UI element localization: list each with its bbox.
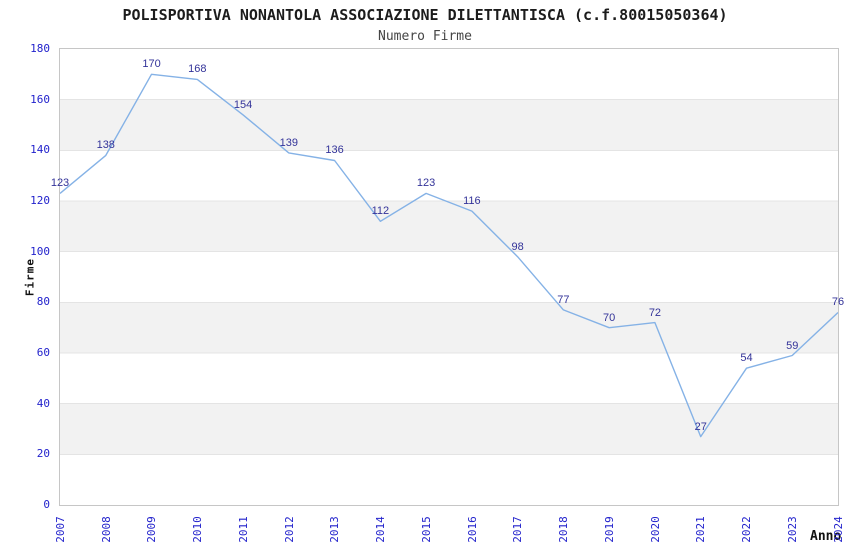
plot-band — [60, 99, 838, 151]
y-tick-label: 80 — [36, 295, 50, 309]
x-tick: 2018 — [543, 507, 583, 550]
data-point-label: 98 — [511, 240, 524, 253]
x-tick: 2007 — [40, 507, 80, 550]
y-tick-label: 120 — [30, 194, 50, 207]
chart-title: POLISPORTIVA NONANTOLA ASSOCIAZIONE DILE… — [122, 6, 728, 24]
data-point-label: 72 — [648, 306, 662, 319]
plot-band — [60, 49, 838, 100]
x-tick: 2008 — [86, 507, 126, 550]
data-point-label: 136 — [325, 144, 344, 157]
x-tick: 2022 — [726, 507, 766, 550]
x-tick-label: 2023 — [785, 515, 799, 543]
data-point-label: 76 — [831, 296, 845, 309]
x-tick-label: 2008 — [99, 515, 113, 543]
data-point-label: 112 — [371, 205, 390, 218]
plot-band — [60, 302, 838, 353]
x-tick: 2014 — [360, 507, 400, 550]
y-tick-label: 100 — [30, 244, 50, 258]
x-tick: 2021 — [681, 507, 721, 550]
x-tick-label: 2012 — [282, 515, 296, 543]
x-tick: 2010 — [177, 507, 217, 550]
x-tick-label: 2013 — [328, 515, 342, 543]
data-point-label: 77 — [557, 293, 570, 306]
y-axis-title: Firme — [23, 257, 37, 297]
x-tick-label: 2021 — [694, 515, 708, 543]
x-tick-label: 2010 — [190, 515, 204, 543]
x-tick-label: 2007 — [53, 515, 67, 543]
x-tick-label: 2016 — [465, 515, 479, 543]
y-tick-label: 20 — [36, 447, 50, 461]
x-tick: 2015 — [406, 507, 446, 550]
x-tick: 2020 — [635, 507, 675, 550]
x-tick: 2019 — [589, 507, 629, 550]
x-tick: 2009 — [132, 507, 172, 550]
x-tick-label: 2020 — [648, 515, 662, 543]
data-point-label: 54 — [740, 352, 753, 365]
x-tick-label: 2014 — [373, 515, 387, 543]
x-tick: 2017 — [498, 507, 538, 550]
x-tick: 2023 — [772, 507, 812, 550]
plot-band — [60, 403, 838, 455]
data-point-label: 116 — [463, 195, 481, 208]
data-point-label: 168 — [188, 63, 207, 76]
data-point-label: 123 — [50, 177, 70, 190]
y-tick-label: 0 — [43, 498, 50, 511]
x-tick-label: 2019 — [602, 515, 616, 543]
data-point-label: 139 — [279, 136, 298, 149]
plot-band — [60, 201, 838, 252]
x-tick-label: 2018 — [556, 515, 570, 543]
x-tick-label: 2022 — [739, 515, 753, 543]
x-tick: 2016 — [452, 507, 492, 550]
data-point-label: 123 — [416, 177, 436, 190]
x-tick-label: 2011 — [236, 515, 250, 543]
x-tick-label: 2009 — [145, 515, 159, 543]
data-point-label: 59 — [786, 339, 799, 352]
x-tick: 2013 — [315, 507, 355, 550]
plot-band — [60, 454, 838, 505]
plot-band — [60, 353, 838, 404]
x-tick-label: 2017 — [511, 515, 525, 543]
plot-band — [60, 251, 838, 303]
data-line-series — [60, 73, 838, 438]
data-point-label: 154 — [233, 98, 253, 111]
y-tick-label: 160 — [30, 92, 50, 106]
data-point-label: 27 — [694, 420, 707, 433]
x-axis-title: Anno — [810, 529, 842, 544]
plot-area — [59, 48, 839, 506]
y-tick-label: 60 — [36, 346, 50, 359]
x-tick: 2011 — [223, 507, 263, 550]
y-tick-label: 40 — [36, 396, 50, 410]
y-tick-label: 140 — [30, 143, 50, 157]
data-point-label: 70 — [603, 311, 616, 324]
x-tick: 2024 — [818, 507, 850, 550]
x-tick: 2012 — [269, 507, 309, 550]
x-tick-label: 2024 — [831, 515, 845, 543]
x-tick-label: 2015 — [419, 515, 433, 543]
data-point-label: 138 — [96, 139, 115, 152]
data-point-label: 170 — [142, 58, 161, 71]
y-tick-label: 180 — [30, 42, 50, 55]
line-chart-svg — [60, 49, 838, 505]
chart-subtitle: Numero Firme — [378, 29, 472, 44]
plot-band — [60, 150, 838, 201]
